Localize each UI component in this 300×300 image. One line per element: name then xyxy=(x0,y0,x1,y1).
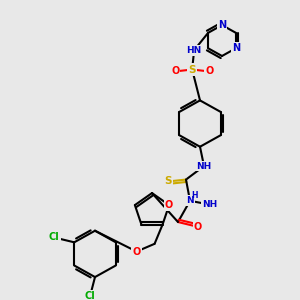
Text: S: S xyxy=(188,64,196,74)
Text: O: O xyxy=(171,66,179,76)
Text: Cl: Cl xyxy=(49,232,60,242)
Text: S: S xyxy=(164,176,172,187)
Text: O: O xyxy=(194,222,202,232)
Text: H: H xyxy=(192,190,198,200)
Text: HN: HN xyxy=(187,46,202,55)
Text: O: O xyxy=(205,66,213,76)
Text: O: O xyxy=(133,247,141,256)
Text: NH: NH xyxy=(196,161,211,170)
Text: NH: NH xyxy=(202,200,217,209)
Text: N: N xyxy=(186,196,194,205)
Text: O: O xyxy=(165,200,173,210)
Text: Cl: Cl xyxy=(85,291,95,300)
Text: N: N xyxy=(218,20,226,30)
Text: N: N xyxy=(232,43,240,53)
